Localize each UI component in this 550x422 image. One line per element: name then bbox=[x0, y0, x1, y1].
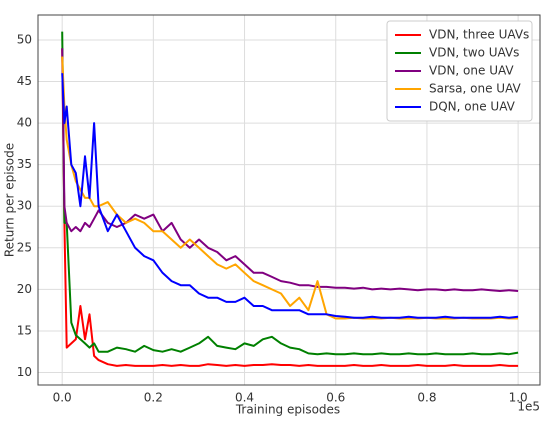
x-offset-label: 1e5 bbox=[517, 400, 540, 414]
y-tick-label: 45 bbox=[17, 74, 32, 88]
x-axis-label: Training episodes bbox=[235, 403, 340, 417]
legend: VDN, three UAVs VDN, two UAVs VDN, one UAV… bbox=[386, 20, 533, 122]
y-tick-label: 15 bbox=[17, 323, 32, 337]
legend-label: VDN, two UAVs bbox=[429, 46, 519, 60]
line-series bbox=[61, 73, 519, 319]
legend-label: VDN, one UAV bbox=[429, 64, 514, 78]
y-tick-label: 20 bbox=[17, 282, 32, 296]
y-tick-label: 25 bbox=[17, 240, 32, 254]
x-tick-label: 0.8 bbox=[417, 391, 436, 405]
y-axis-label: Return per episode bbox=[3, 143, 17, 257]
plot-frame bbox=[37, 14, 541, 386]
x-tick-label: 0.2 bbox=[144, 391, 163, 405]
x-tick-label: 0.4 bbox=[235, 391, 254, 405]
x-tick-label: 1.0 bbox=[509, 391, 528, 405]
y-tick-label: 10 bbox=[17, 365, 32, 379]
y-tick-label: 40 bbox=[17, 116, 32, 130]
y-tick-label: 35 bbox=[17, 157, 32, 171]
line-series bbox=[61, 48, 519, 367]
legend-label: Sarsa, one UAV bbox=[429, 82, 522, 96]
line-series bbox=[61, 31, 519, 356]
x-tick-label: 0.0 bbox=[53, 391, 72, 405]
x-tick-label: 0.6 bbox=[326, 391, 345, 405]
legend-label: DQN, one UAV bbox=[429, 100, 516, 114]
legend-box bbox=[386, 20, 533, 122]
legend-label: VDN, three UAVs bbox=[429, 28, 529, 42]
y-tick-label: 30 bbox=[17, 199, 32, 213]
y-tick-label: 50 bbox=[17, 32, 32, 46]
